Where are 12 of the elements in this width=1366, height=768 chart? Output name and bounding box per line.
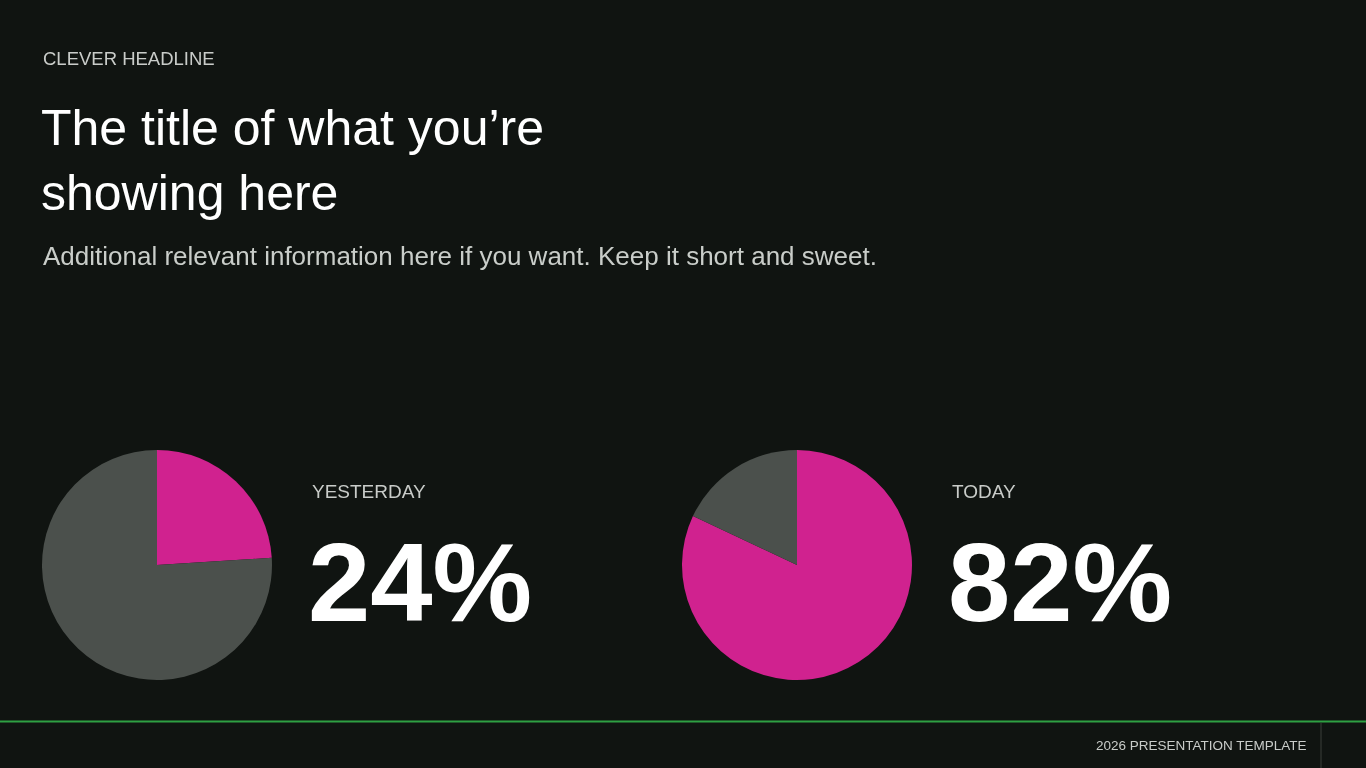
text: CLEVER HEADLINE [43,48,215,69]
text: The title of what you’re showing here [41,100,545,221]
pie-slice [42,450,272,680]
text: 2026 PRESENTATION TEMPLATE [1096,738,1307,753]
pie-slice [692,450,797,565]
data-label: 82% [948,520,1173,645]
text: TODAY [952,481,1017,502]
data-label: 24% [308,520,533,645]
text: YESTERDAY [312,481,426,502]
pie-slice [157,450,272,565]
pie-slice [682,450,912,680]
text: Additional relevant information here if you want. Keep it short and sweet. [43,241,877,271]
